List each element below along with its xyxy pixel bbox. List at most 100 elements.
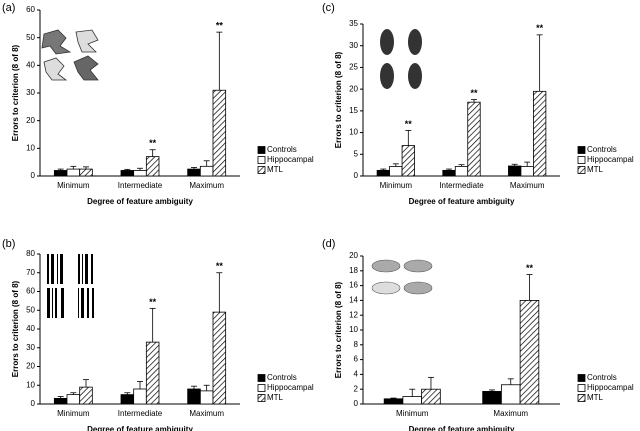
legend-swatch [257,156,266,164]
bar [454,166,469,177]
error-bar [191,167,197,170]
y-tick-label: 20 [349,84,358,93]
y-tick-label: 16 [349,281,358,290]
y-tick-label: 35 [349,19,358,28]
bar [133,388,147,405]
error-bar [191,385,197,389]
bar [212,89,227,177]
y-tick-label: 6 [354,355,359,364]
error-bar [137,167,143,171]
bar [389,166,403,177]
y-tick-label: 20 [26,116,35,125]
stimuli-b [47,254,94,318]
y-tick-label: 50 [26,33,35,42]
x-tick-label: Minimum [380,181,413,190]
bar [500,384,521,405]
y-tick-label: 10 [26,143,35,152]
legend-label: Hippocampal [587,383,634,392]
y-axis-label: Errors to criterion (8 of 8) [334,51,343,148]
x-tick-label: Minimum [57,409,90,418]
error-bar [149,307,156,343]
legend-label: Controls [267,373,297,382]
bar [402,396,423,405]
significance: ** [216,21,224,31]
error-bar [57,396,64,399]
legend-label: MTL [267,165,284,174]
error-bar [405,129,412,146]
y-axis-label: Errors to criterion (8 of 8) [11,280,20,377]
legend-swatch [257,166,266,174]
error-bar [203,160,210,167]
bar [79,168,93,177]
x-tick-label: Minimum [396,409,429,418]
bar [187,388,201,405]
y-tick-label: 70 [26,268,35,277]
significance: ** [405,119,413,129]
error-bar [392,163,399,167]
y-axis-label: Errors to criterion (8 of 8) [334,281,343,378]
stimuli-a [41,29,99,81]
bar [145,341,160,405]
stimuli-c [380,29,422,89]
legend-label: Hippocampal [267,155,314,164]
y-tick-label: 25 [349,63,358,72]
x-axis-label: Degree of feature ambiguity [87,425,193,431]
legend-swatch [577,166,586,174]
error-bar [137,381,143,389]
legend-label: MTL [587,393,604,402]
y-tick-label: 20 [26,362,35,371]
error-bar [446,168,453,171]
bar [187,168,201,177]
error-bar [70,392,77,395]
bar [133,170,147,177]
panel-label: (b) [2,238,15,250]
bar [376,169,390,177]
error-bar [380,168,387,171]
x-tick-label: Maximum [510,181,545,190]
bar [467,101,481,177]
bar [79,386,93,405]
bar [519,299,540,405]
panel-label: (a) [2,2,15,14]
x-tick-label: Minimum [57,181,90,190]
bar [383,398,404,405]
error-bar [427,376,434,390]
bar [66,168,81,177]
significance: ** [149,138,157,148]
y-tick-label: 4 [354,370,359,379]
error-bar [83,379,89,388]
bar [199,390,214,405]
bar [508,165,522,177]
legend-label: MTL [587,165,604,174]
error-bar [511,163,518,167]
y-tick-label: 8 [354,340,359,349]
error-bar [507,378,514,385]
legend-swatch [257,374,266,382]
error-bar [536,34,543,92]
error-bar [149,149,156,157]
significance: ** [216,261,224,271]
y-tick-label: 0 [31,171,36,180]
bar [442,169,456,177]
legend-swatch [577,374,586,382]
panel-label: (c) [322,2,335,14]
significance: ** [526,263,534,273]
y-tick-label: 20 [349,251,358,260]
bar [120,170,135,177]
y-tick-label: 40 [26,60,35,69]
error-bar [57,168,64,171]
x-tick-label: Maximum [493,409,528,418]
legend-swatch [577,156,586,164]
error-bar [70,165,77,170]
error-bar [83,166,89,170]
legend-swatch [577,384,586,392]
error-bar [216,272,223,313]
legend-swatch [257,384,266,392]
y-tick-label: 60 [26,287,35,296]
y-tick-label: 30 [26,343,35,352]
error-bar [390,397,397,399]
bar [482,391,502,405]
x-axis-label: Degree of feature ambiguity [409,425,515,431]
stimuli-d [371,259,433,295]
